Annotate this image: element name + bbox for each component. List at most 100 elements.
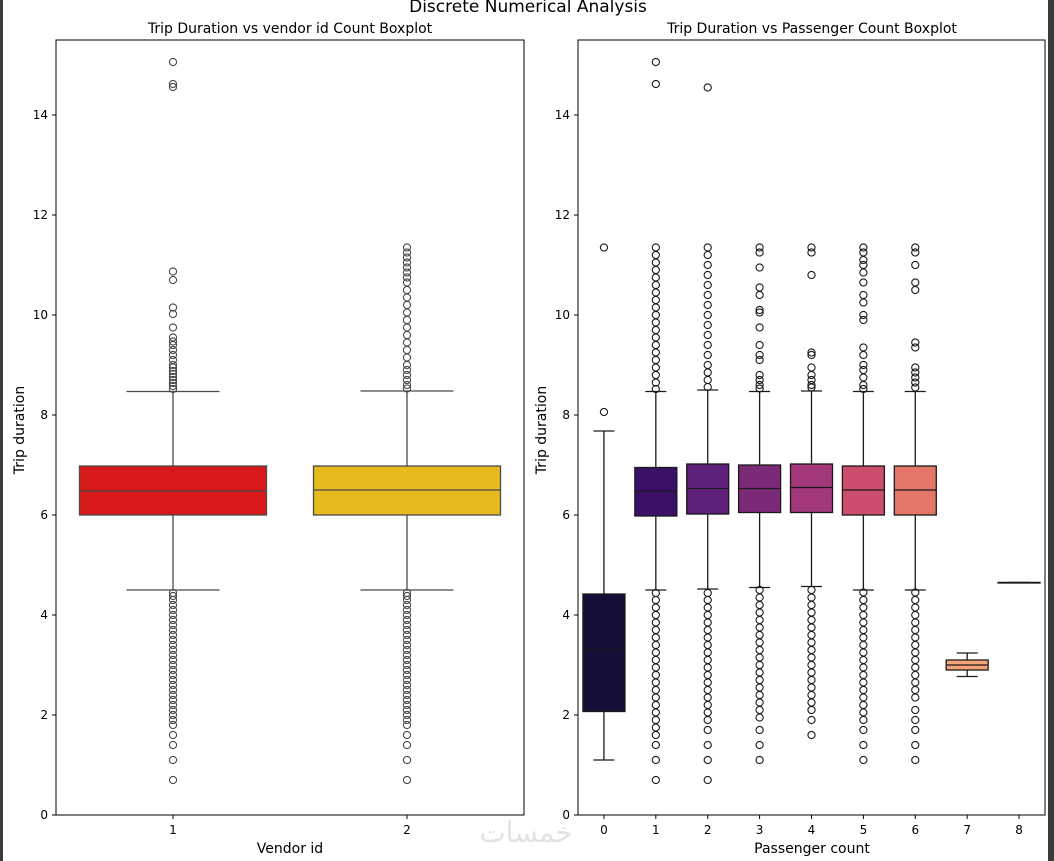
passenger-outlier-point xyxy=(807,608,816,617)
vendor-outlier-point xyxy=(168,755,178,765)
vendor-outlier-point xyxy=(168,275,178,285)
passenger-outlier-point xyxy=(911,685,920,695)
vendor-outlier-point xyxy=(168,700,178,710)
passenger-outlier-point xyxy=(755,243,764,252)
passenger-outlier-point xyxy=(703,250,712,260)
passenger-outlier-point xyxy=(859,278,868,287)
passenger-outlier-point xyxy=(859,708,868,717)
passenger-outlier-point xyxy=(807,593,816,602)
passenger-outlier-point xyxy=(859,633,868,642)
passenger-outlier-point xyxy=(703,775,712,785)
passenger-outlier-point xyxy=(651,693,660,702)
passenger-outlier-point xyxy=(911,243,920,252)
watermark-text: خمسات xyxy=(479,816,572,849)
passenger-outlier-point xyxy=(703,243,712,252)
passenger-outlier-point xyxy=(911,633,920,642)
passenger-outlier-point xyxy=(651,633,660,642)
passenger-outlier-point xyxy=(651,363,660,372)
passenger-outlier-point xyxy=(703,648,712,657)
passenger-outlier-point xyxy=(703,715,712,725)
passenger-outlier-point xyxy=(859,678,868,687)
vendor-outlier-point xyxy=(402,705,412,715)
passenger-outlier-point xyxy=(807,270,816,280)
vendor-outlier-point xyxy=(402,700,412,710)
vendor-outlier-point xyxy=(168,340,178,350)
passenger-outlier-point xyxy=(807,690,816,700)
vendor-outlier-point xyxy=(402,268,412,277)
passenger-outlier-point xyxy=(651,708,660,717)
vendor-outlier-point xyxy=(402,315,412,325)
vendor-outlier-point xyxy=(402,610,412,620)
passenger-outlier-point xyxy=(807,350,816,360)
passenger-outlier-point xyxy=(859,298,868,307)
vendor-outlier-point xyxy=(402,635,412,645)
passenger-outlier-point xyxy=(651,603,660,612)
passenger-outlier-point xyxy=(703,740,712,750)
passenger-outlier-point xyxy=(755,660,764,670)
passenger-outlier-point xyxy=(755,290,764,300)
passenger-outlier-point xyxy=(651,370,660,380)
vendor-outlier-point xyxy=(168,625,178,635)
passenger-outlier-point xyxy=(703,625,712,635)
passenger-outlier-point xyxy=(807,653,816,662)
passenger-outlier-point xyxy=(859,670,868,680)
passenger-outlier-point xyxy=(755,690,764,700)
vendor-outlier-point xyxy=(168,620,178,630)
vendor-x-tick-label: 1 xyxy=(169,823,177,837)
vendor-outlier-point xyxy=(168,303,178,312)
passenger-x-tick-label: 2 xyxy=(704,823,712,837)
vendor-outlier-point xyxy=(168,323,178,332)
vendor-outlier-point xyxy=(402,353,412,362)
vendor-outlier-point xyxy=(402,695,412,705)
passenger-outlier-point xyxy=(651,333,660,342)
vendor-outlier-point xyxy=(402,263,412,272)
passenger-x-axis-label: Passenger count xyxy=(754,841,870,857)
passenger-outlier-point xyxy=(703,678,712,687)
vendor-outlier-point xyxy=(168,82,178,92)
vendor-outlier-point xyxy=(168,366,178,376)
vendor-outlier-point xyxy=(402,308,412,317)
passenger-outlier-point xyxy=(911,625,920,635)
vendor-boxplot-panel: Trip Duration vs vendor id Count Boxplot… xyxy=(12,21,525,857)
vendor-outlier-point xyxy=(168,665,178,675)
passenger-outlier-point xyxy=(911,618,920,627)
vendor-outlier-point xyxy=(402,380,412,390)
passenger-outlier-point xyxy=(755,608,764,617)
passenger-outlier-point xyxy=(859,373,868,382)
vendor-y-tick-label: 4 xyxy=(40,608,48,622)
passenger-outlier-point xyxy=(911,248,920,257)
vendor-y-tick-label: 8 xyxy=(40,408,48,422)
vendor-outlier-point xyxy=(168,350,178,360)
passenger-outlier-point xyxy=(807,243,816,252)
passenger-outlier-point xyxy=(703,260,712,270)
vendor-x-axis-label: Vendor id xyxy=(257,841,323,857)
passenger-outlier-point xyxy=(703,610,712,620)
vendor-outlier-point xyxy=(402,645,412,655)
passenger-outlier-point xyxy=(807,585,816,595)
passenger-outlier-point xyxy=(651,280,660,290)
vendor-outlier-point xyxy=(402,675,412,685)
passenger-outlier-point xyxy=(599,243,609,252)
passenger-outlier-point xyxy=(755,755,764,765)
vendor-y-tick-label: 14 xyxy=(33,108,48,122)
passenger-x-tick-label: 8 xyxy=(1015,823,1023,837)
vendor-outlier-point xyxy=(168,690,178,700)
passenger-outlier-point xyxy=(911,648,920,657)
vendor-outlier-point xyxy=(402,755,412,765)
passenger-outlier-point xyxy=(911,285,920,295)
passenger-outlier-point xyxy=(755,675,764,685)
passenger-outlier-point xyxy=(755,638,764,647)
vendor-outlier-point xyxy=(168,309,178,319)
passenger-outlier-point xyxy=(651,663,660,672)
passenger-outlier-point xyxy=(755,384,764,393)
passenger-outlier-point xyxy=(651,265,660,275)
passenger-outlier-point xyxy=(703,83,712,92)
passenger-outlier-point xyxy=(703,595,712,605)
passenger-outlier-point xyxy=(703,588,712,598)
passenger-outlier-point xyxy=(859,360,868,370)
vendor-outlier-point xyxy=(402,730,412,740)
passenger-x-tick-label: 7 xyxy=(963,823,971,837)
passenger-y-tick-label: 12 xyxy=(555,208,570,222)
passenger-outlier-point xyxy=(755,600,764,610)
